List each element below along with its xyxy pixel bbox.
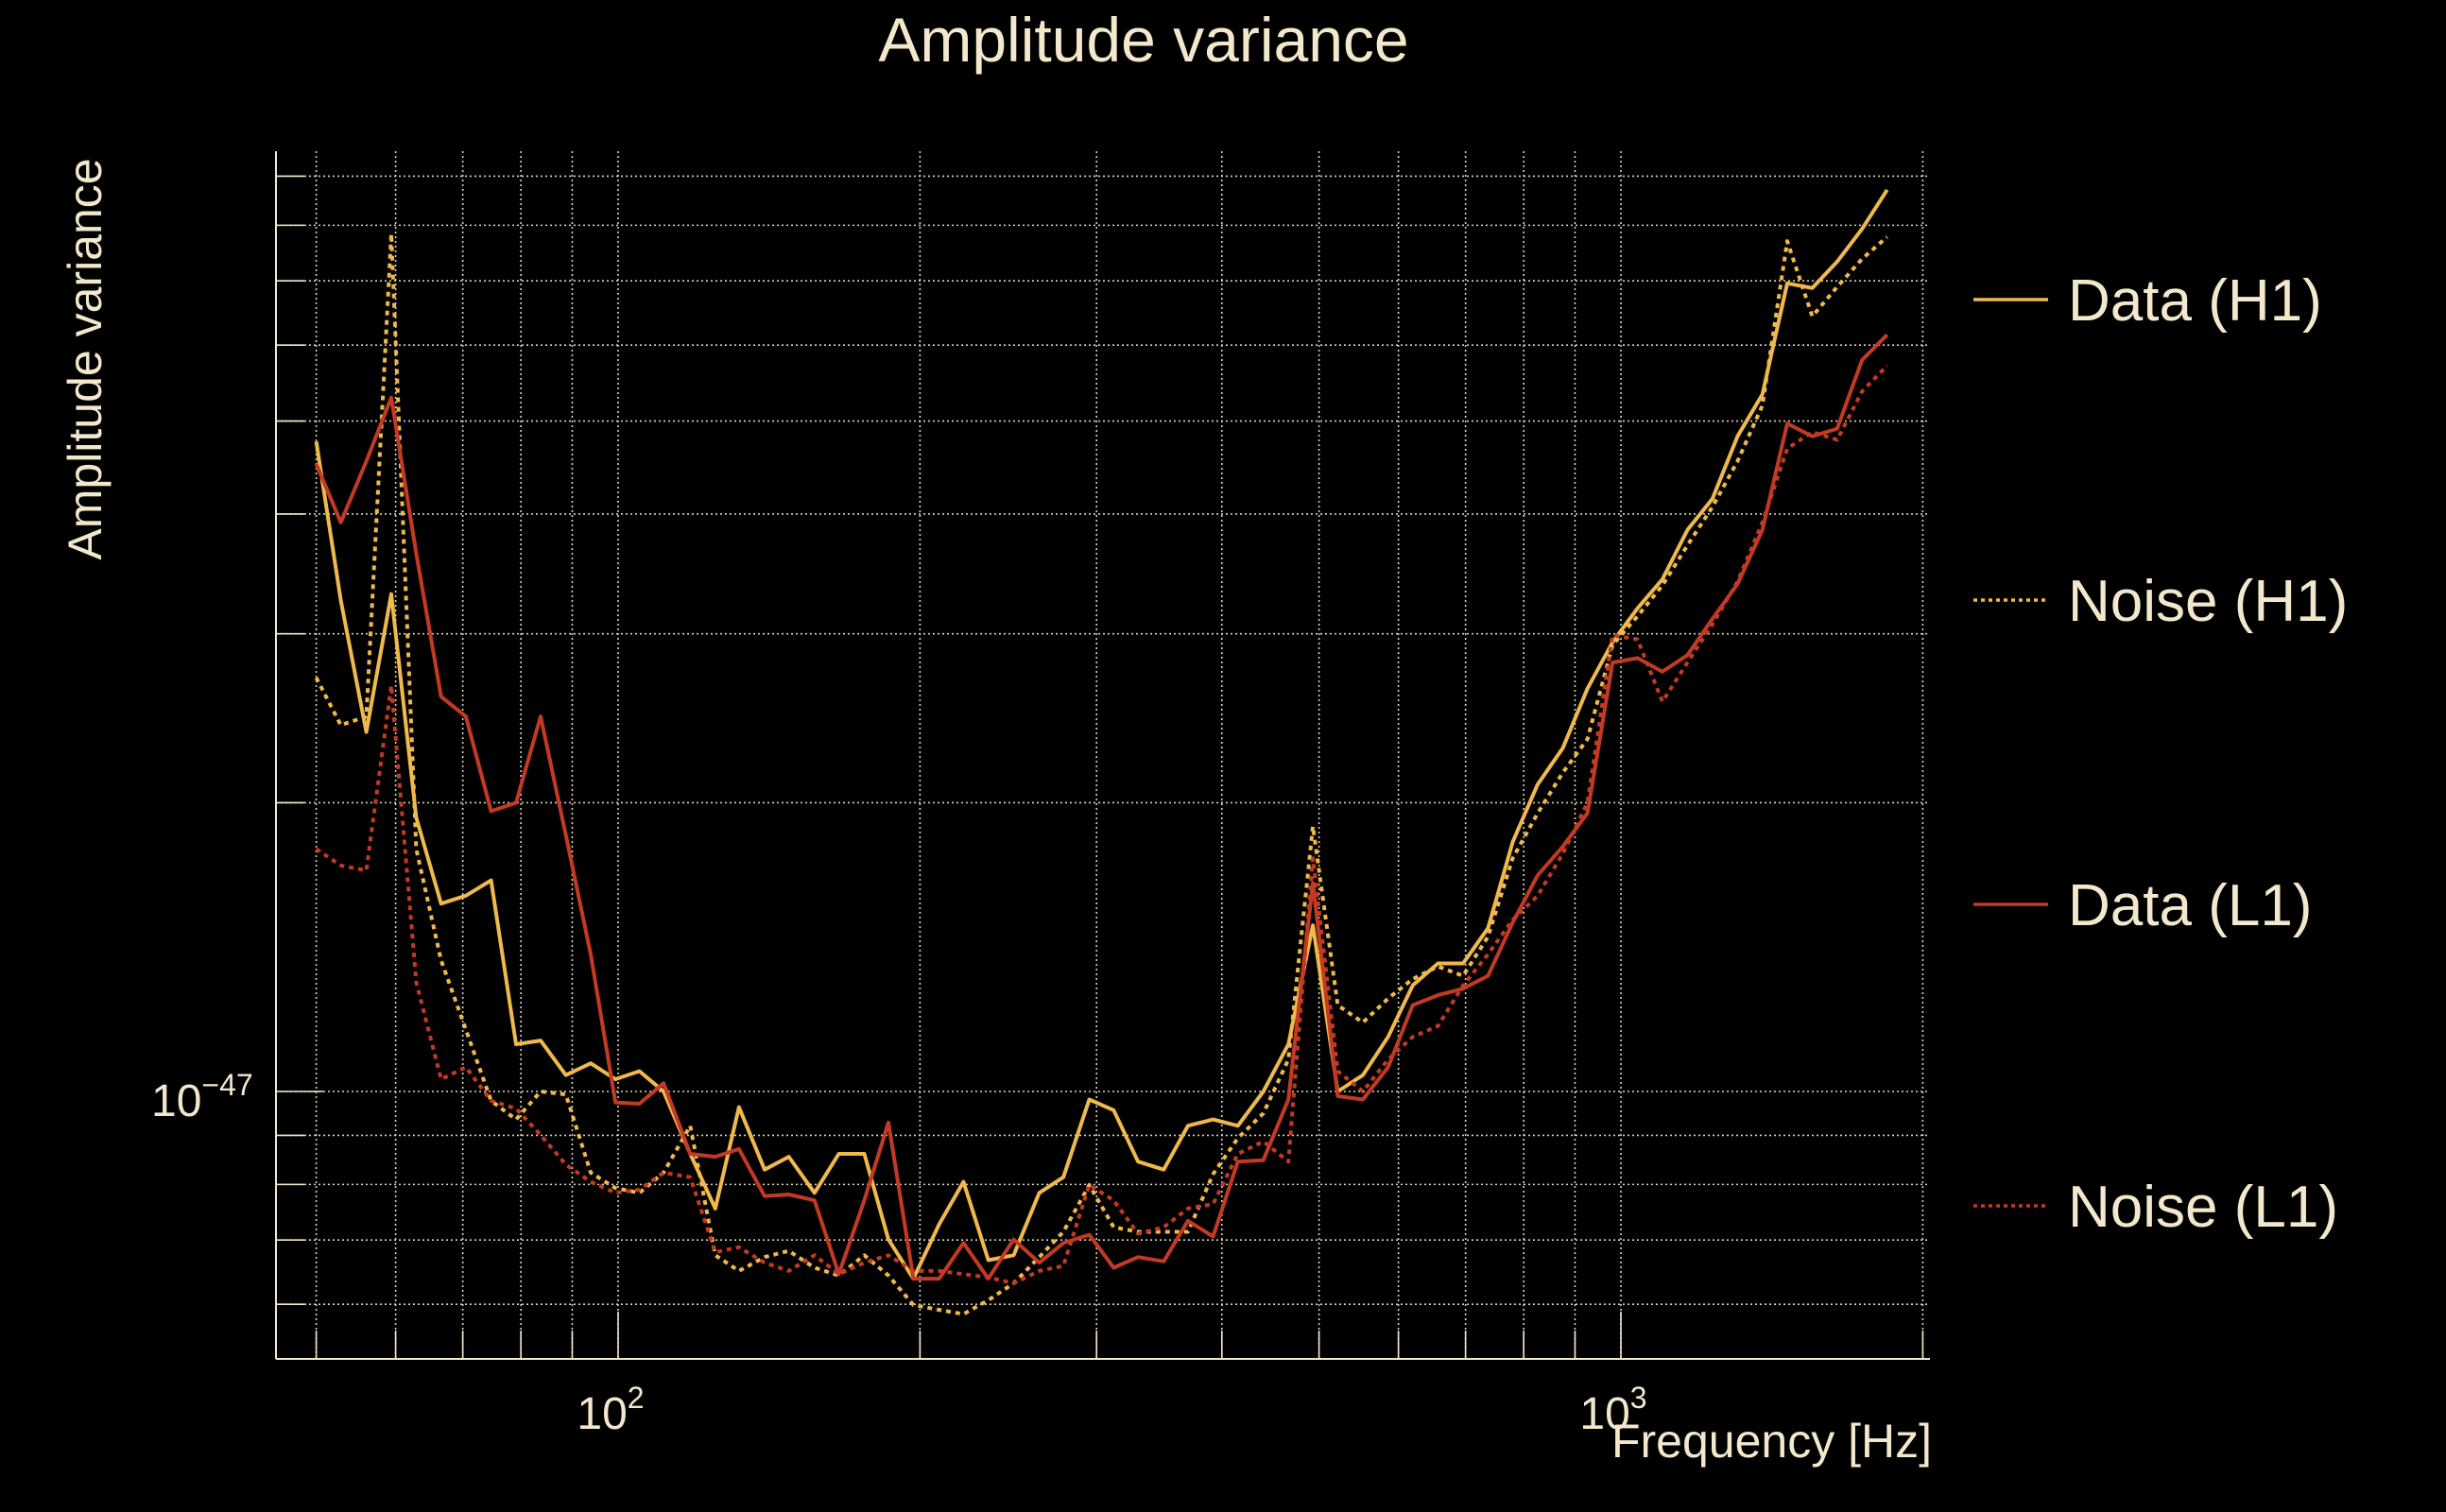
legend-item-data-h1: Data (H1) [1973, 268, 2322, 334]
legend-label: Data (H1) [2068, 268, 2322, 334]
series-line-data-l1 [314, 333, 1889, 1281]
y-axis-label: Amplitude variance [59, 158, 112, 559]
series-line-noise-l1 [315, 364, 1889, 1285]
legend-item-noise-l1: Noise (L1) [1973, 1175, 2338, 1240]
series-line-data-h1 [314, 188, 1889, 1281]
chart-title: Amplitude variance [878, 5, 1408, 75]
grid [276, 151, 1930, 1359]
legend: Data (H1) Noise (H1) Data (L1) Noise (L1) [1973, 268, 2348, 1240]
axes [275, 151, 1930, 1360]
y-tick-labels: 10−47 [151, 1068, 253, 1126]
legend-item-data-l1: Data (L1) [1973, 873, 2312, 938]
x-axis-label: Frequency [Hz] [1611, 1415, 1932, 1468]
x-tick-label: 103 [1579, 1381, 1646, 1439]
legend-label: Noise (L1) [2068, 1175, 2338, 1240]
series-lines [314, 188, 1889, 1316]
x-tick-labels: 102 103 [577, 1381, 1646, 1439]
y-tick-label: 10−47 [151, 1068, 253, 1126]
x-tick-label: 102 [577, 1381, 644, 1439]
legend-label: Data (L1) [2068, 873, 2312, 938]
legend-item-noise-h1: Noise (H1) [1973, 569, 2348, 634]
legend-label: Noise (H1) [2068, 569, 2348, 634]
